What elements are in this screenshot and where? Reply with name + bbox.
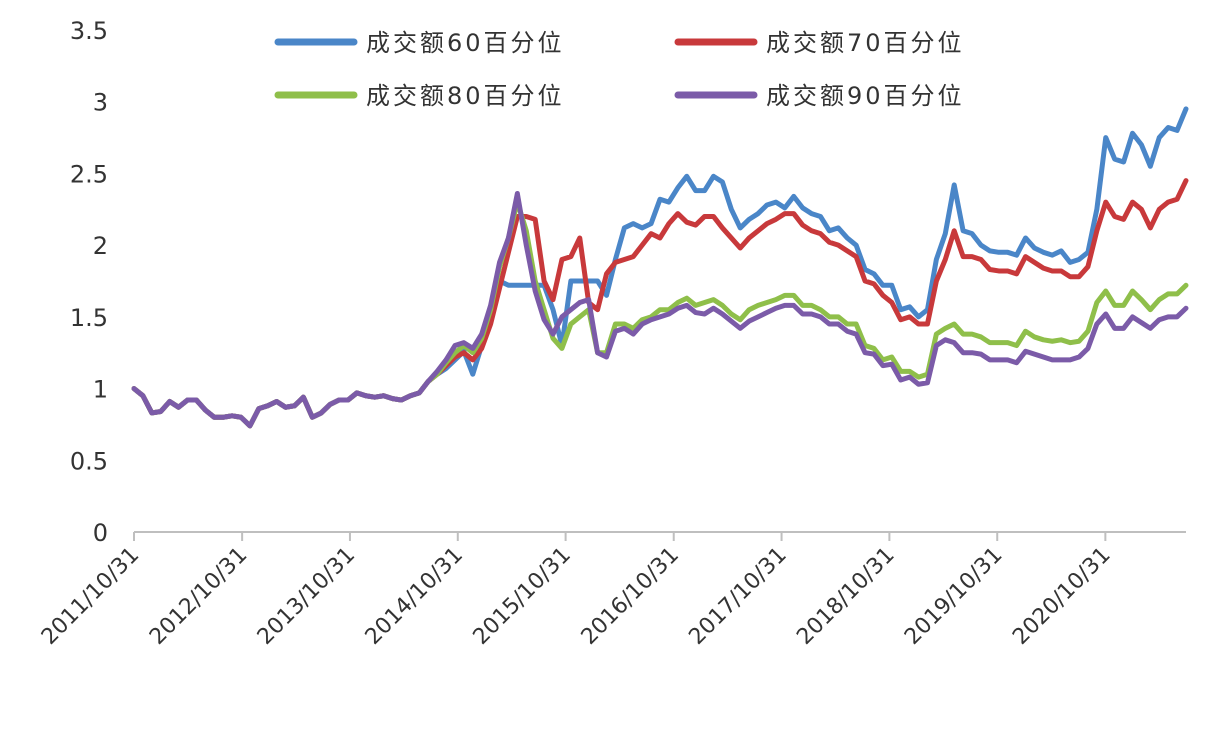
y-tick-label: 1: [93, 376, 108, 404]
y-tick-label: 2.5: [70, 160, 108, 188]
legend-label: 成交额70百分位: [766, 29, 965, 57]
x-axis: 2011/10/31 2012/10/31 2013/10/31 2014/10/31…: [37, 531, 1186, 650]
legend-label: 成交额90百分位: [766, 82, 965, 110]
legend-label: 成交额60百分位: [366, 29, 565, 57]
series-layer: [131, 106, 1189, 429]
x-tick-label: 2011/10/31: [37, 543, 144, 650]
y-tick-label: 3: [93, 89, 108, 117]
series-line-2: [131, 178, 1189, 429]
y-tick-label: 2: [93, 232, 108, 260]
y-tick-label: 1.5: [70, 304, 108, 332]
x-tick-label: 2019/10/31: [900, 543, 1007, 650]
y-tick-label: 3.5: [70, 17, 108, 45]
series-line-1: [131, 106, 1189, 429]
x-tick-label: 2016/10/31: [577, 543, 684, 650]
y-tick-label: 0.5: [70, 447, 108, 475]
x-tick-label: 2012/10/31: [145, 543, 252, 650]
x-tick-label: 2018/10/31: [792, 543, 899, 650]
x-tick-label: 2017/10/31: [684, 543, 791, 650]
series-line-4: [131, 191, 1189, 429]
legend-label: 成交额80百分位: [366, 82, 565, 110]
x-tick-label: 2015/10/31: [469, 543, 576, 650]
x-tick-label: 2013/10/31: [253, 543, 360, 650]
y-tick-label: 0: [93, 519, 108, 547]
y-axis: 0 0.5 1 1.5 2 2.5 3 3.5: [70, 17, 108, 547]
x-tick-label: 2014/10/31: [361, 543, 468, 650]
x-tick-label: 2020/10/31: [1008, 543, 1115, 650]
